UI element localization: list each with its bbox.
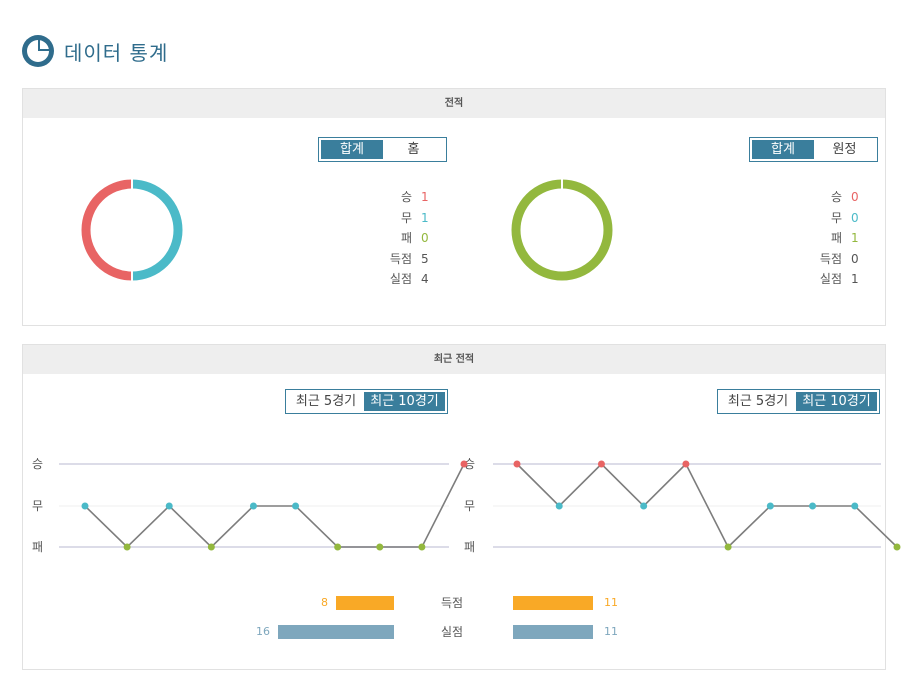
recent-panel: 최근 전적 최근 5경기 최근 10경기 최근 5경기 최근 10경기 승 무 … — [22, 344, 901, 670]
away-form-point — [851, 502, 859, 510]
home-form-point — [123, 543, 131, 551]
away-form-point — [640, 502, 648, 510]
away-form-point — [597, 460, 605, 468]
home-stat-value: 5 — [421, 251, 429, 266]
home-stat-value: 0 — [421, 231, 429, 245]
away-stat-label: 무 — [830, 210, 842, 225]
away-stat-value: 1 — [851, 272, 859, 286]
home-form-line — [84, 463, 465, 549]
tab-away-away[interactable]: 원정 — [832, 142, 857, 157]
away-ylabel-win: 승 — [464, 457, 476, 471]
record-panel: 전적 합계 홈 합계 원정 승 1 무 1 패 0 득점 5 실점 4 승 0 무 0 패 1 득점 0 실점 1 — [22, 88, 886, 326]
away-stat-label: 패 — [830, 231, 842, 245]
home-stat-value: 4 — [421, 272, 429, 286]
tab-away-last5[interactable]: 최근 5경기 — [727, 394, 789, 409]
home-stat-label: 패 — [400, 231, 412, 245]
away-record-donut — [511, 178, 613, 281]
away-stat-value: 0 — [851, 210, 859, 225]
page-header: 데이터 통계 — [22, 34, 168, 68]
away-form-point — [555, 502, 563, 510]
away-stat-row: 실점 1 — [802, 271, 872, 287]
away-form-chart — [493, 460, 901, 551]
home-form-point — [292, 502, 300, 510]
pie-chart-icon — [22, 35, 54, 67]
home-form-chart — [59, 460, 468, 551]
record-header: 전적 — [23, 89, 885, 118]
away-scored-value: 11 — [604, 596, 618, 609]
home-form-point — [165, 502, 173, 510]
away-stat-label: 실점 — [819, 272, 842, 286]
away-form-point — [513, 460, 521, 468]
tab-home-last5[interactable]: 최근 5경기 — [295, 394, 357, 409]
away-stat-label: 승 — [830, 190, 842, 204]
away-record-tabs: 합계 원정 — [749, 137, 878, 162]
tab-away-last10[interactable]: 최근 10경기 — [796, 392, 877, 411]
home-conceded-bar — [278, 625, 394, 639]
home-stat-value: 1 — [421, 210, 429, 225]
home-recent-tabs: 최근 5경기 최근 10경기 — [285, 389, 448, 414]
away-donut-loss-slice — [511, 179, 613, 281]
home-stat-label: 무 — [400, 210, 412, 225]
home-stat-label: 득점 — [389, 251, 412, 266]
home-form-point — [249, 502, 257, 510]
home-form-point — [81, 502, 89, 510]
home-conceded-value: 16 — [256, 625, 270, 638]
away-stat-value: 0 — [851, 251, 859, 266]
home-form-point — [207, 543, 215, 551]
away-stat-value: 0 — [851, 190, 859, 204]
tab-home-last10[interactable]: 최근 10경기 — [364, 392, 445, 411]
home-form-point — [460, 460, 468, 468]
conceded-label: 실점 — [441, 625, 464, 639]
away-form-point — [766, 502, 774, 510]
away-stat-value: 1 — [851, 231, 859, 245]
away-form-point — [724, 543, 732, 551]
home-ylabel-loss: 패 — [32, 540, 44, 554]
recent-header: 최근 전적 — [23, 345, 885, 374]
away-form-line — [516, 462, 898, 549]
away-form-point — [893, 543, 901, 551]
scored-label: 득점 — [441, 596, 464, 610]
tab-away-total[interactable]: 합계 — [752, 140, 814, 159]
home-stat-label: 실점 — [389, 272, 412, 286]
home-record-donut — [81, 178, 183, 282]
away-ylabel-loss: 패 — [464, 540, 476, 554]
tab-home-home[interactable]: 홈 — [407, 142, 420, 157]
home-stat-label: 승 — [400, 190, 412, 204]
away-conceded-value: 11 — [604, 625, 618, 638]
home-scored-bar — [336, 596, 394, 610]
home-scored-value: 8 — [321, 596, 328, 609]
tab-home-total[interactable]: 합계 — [321, 140, 383, 159]
away-ylabel-draw: 무 — [464, 499, 476, 513]
home-form-point — [334, 543, 342, 551]
home-stat-row: 실점 4 — [372, 271, 442, 287]
home-stat-value: 1 — [421, 190, 429, 204]
away-stat-label: 득점 — [819, 251, 842, 266]
home-donut-win-slice — [81, 179, 133, 281]
home-stat-row: 득점 5 — [372, 251, 442, 267]
home-form-point — [376, 543, 384, 551]
away-form-point — [682, 460, 690, 468]
away-form-point — [809, 502, 817, 510]
away-recent-tabs: 최근 5경기 최근 10경기 — [717, 389, 880, 414]
home-record-tabs: 합계 홈 — [318, 137, 447, 162]
home-ylabel-win: 승 — [32, 457, 44, 471]
away-scored-bar — [513, 596, 593, 610]
away-conceded-bar — [513, 625, 593, 639]
page-title: 데이터 통계 — [64, 40, 169, 65]
home-ylabel-draw: 무 — [32, 499, 44, 513]
home-form-point — [418, 543, 426, 551]
home-donut-draw-slice — [131, 179, 183, 281]
away-stat-row: 득점 0 — [802, 251, 872, 267]
